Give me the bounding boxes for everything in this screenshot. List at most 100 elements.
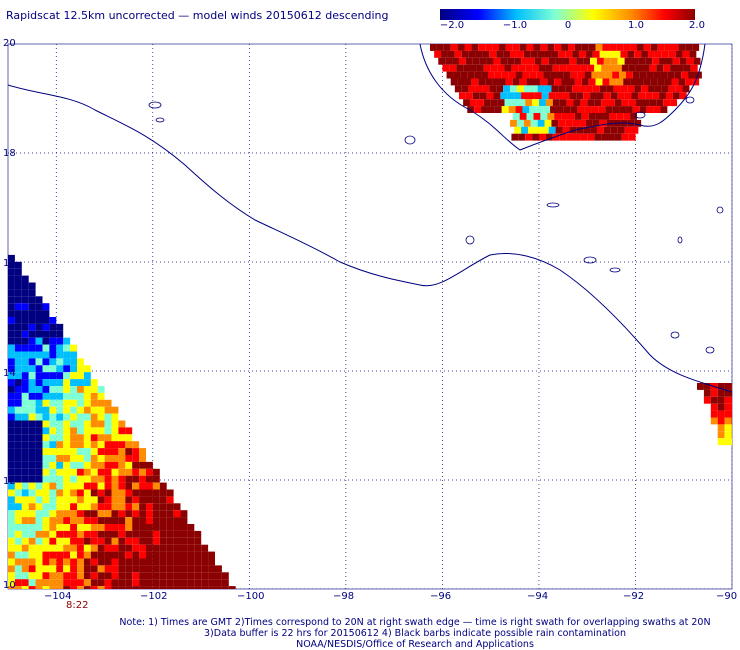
wind-cell xyxy=(159,572,167,580)
wind-cell xyxy=(125,434,133,442)
wind-cell xyxy=(173,537,181,545)
wind-cell xyxy=(63,337,71,345)
wind-cell xyxy=(125,524,133,531)
island xyxy=(465,235,475,245)
wind-cell xyxy=(97,530,105,538)
wind-cell xyxy=(63,482,71,490)
wind-cell xyxy=(180,565,188,573)
wind-cell xyxy=(42,579,50,587)
wind-cell xyxy=(623,44,631,51)
wind-cell xyxy=(548,92,556,100)
wind-cell xyxy=(583,57,591,65)
wind-cell xyxy=(21,586,29,589)
wind-cell xyxy=(511,64,519,72)
wind-cell xyxy=(139,524,146,531)
wind-cell xyxy=(49,379,57,386)
wind-cell xyxy=(35,392,43,400)
wind-cell xyxy=(132,558,140,566)
wind-cell xyxy=(97,579,105,587)
wind-cell xyxy=(49,489,57,497)
wind-cell xyxy=(28,420,36,428)
wind-cell xyxy=(628,99,636,107)
wind-cell xyxy=(624,126,632,134)
wind-cell xyxy=(56,413,64,421)
wind-cell xyxy=(42,524,50,531)
wind-cell xyxy=(458,92,466,100)
wind-cell xyxy=(606,50,614,58)
wind-cell xyxy=(70,579,77,587)
wind-cell xyxy=(77,565,84,573)
wind-cell xyxy=(139,558,146,566)
wind-cell xyxy=(139,475,146,483)
wind-cell xyxy=(35,517,43,524)
wind-cell xyxy=(77,420,84,428)
wind-cell xyxy=(118,551,126,559)
wind-cell xyxy=(49,475,57,483)
wind-cell xyxy=(562,57,570,65)
lon-label: −98 xyxy=(333,591,355,602)
wind-cell xyxy=(180,572,188,580)
wind-cell xyxy=(591,71,599,79)
wind-cell xyxy=(8,482,15,490)
wind-cell xyxy=(21,372,29,380)
wind-cell xyxy=(28,448,36,455)
wind-cell xyxy=(90,530,98,538)
wind-cell xyxy=(83,448,91,455)
wind-cell xyxy=(208,565,215,573)
wind-cell xyxy=(77,510,84,518)
wind-cell xyxy=(474,106,482,113)
wind-cell xyxy=(588,44,596,51)
wind-cell xyxy=(28,386,36,393)
wind-cell xyxy=(28,524,36,531)
wind-cell xyxy=(646,71,654,79)
wind-cell xyxy=(63,441,71,449)
wind-cell xyxy=(90,461,98,469)
wind-cell xyxy=(63,551,71,559)
wind-cell xyxy=(453,71,461,79)
wind-cell xyxy=(83,496,91,504)
wind-cell xyxy=(465,92,473,100)
wind-cell xyxy=(493,57,501,65)
wind-cell xyxy=(641,85,649,93)
wind-cell xyxy=(49,496,57,504)
wind-cell xyxy=(187,544,195,552)
wind-cell xyxy=(623,78,631,86)
wind-cell xyxy=(21,358,29,366)
wind-cell xyxy=(683,64,691,72)
wind-cell xyxy=(49,406,57,414)
wind-cell xyxy=(139,496,146,504)
wind-cell xyxy=(667,71,675,79)
wind-cell xyxy=(118,510,126,518)
wind-cell xyxy=(77,448,84,455)
wind-cell xyxy=(56,586,64,589)
wind-cell xyxy=(685,78,693,86)
island xyxy=(583,256,597,264)
wind-cell xyxy=(675,85,683,93)
wind-cell xyxy=(90,537,98,545)
wind-cell xyxy=(454,85,462,93)
wind-cell xyxy=(579,50,586,58)
wind-cell xyxy=(527,57,535,65)
wind-cell xyxy=(668,50,676,58)
wind-cell xyxy=(83,468,91,476)
wind-cell xyxy=(590,92,597,100)
wind-cell xyxy=(83,434,91,442)
wind-cell xyxy=(660,71,668,79)
wind-cell xyxy=(467,71,475,79)
wind-cell xyxy=(42,303,50,311)
wind-cell xyxy=(569,57,577,65)
wind-cell xyxy=(648,85,655,93)
wind-cell xyxy=(90,441,98,449)
wind-cell xyxy=(104,399,112,407)
wind-cell xyxy=(42,551,50,559)
wind-cell xyxy=(521,126,528,134)
wind-cell xyxy=(63,558,71,566)
wind-cell xyxy=(515,71,523,79)
wind-cell xyxy=(608,99,615,107)
wind-cell xyxy=(56,503,64,511)
wind-cell xyxy=(77,496,84,504)
wind-cell xyxy=(500,57,508,65)
wind-cell xyxy=(83,455,91,462)
island xyxy=(546,202,560,208)
wind-cell xyxy=(42,392,50,400)
